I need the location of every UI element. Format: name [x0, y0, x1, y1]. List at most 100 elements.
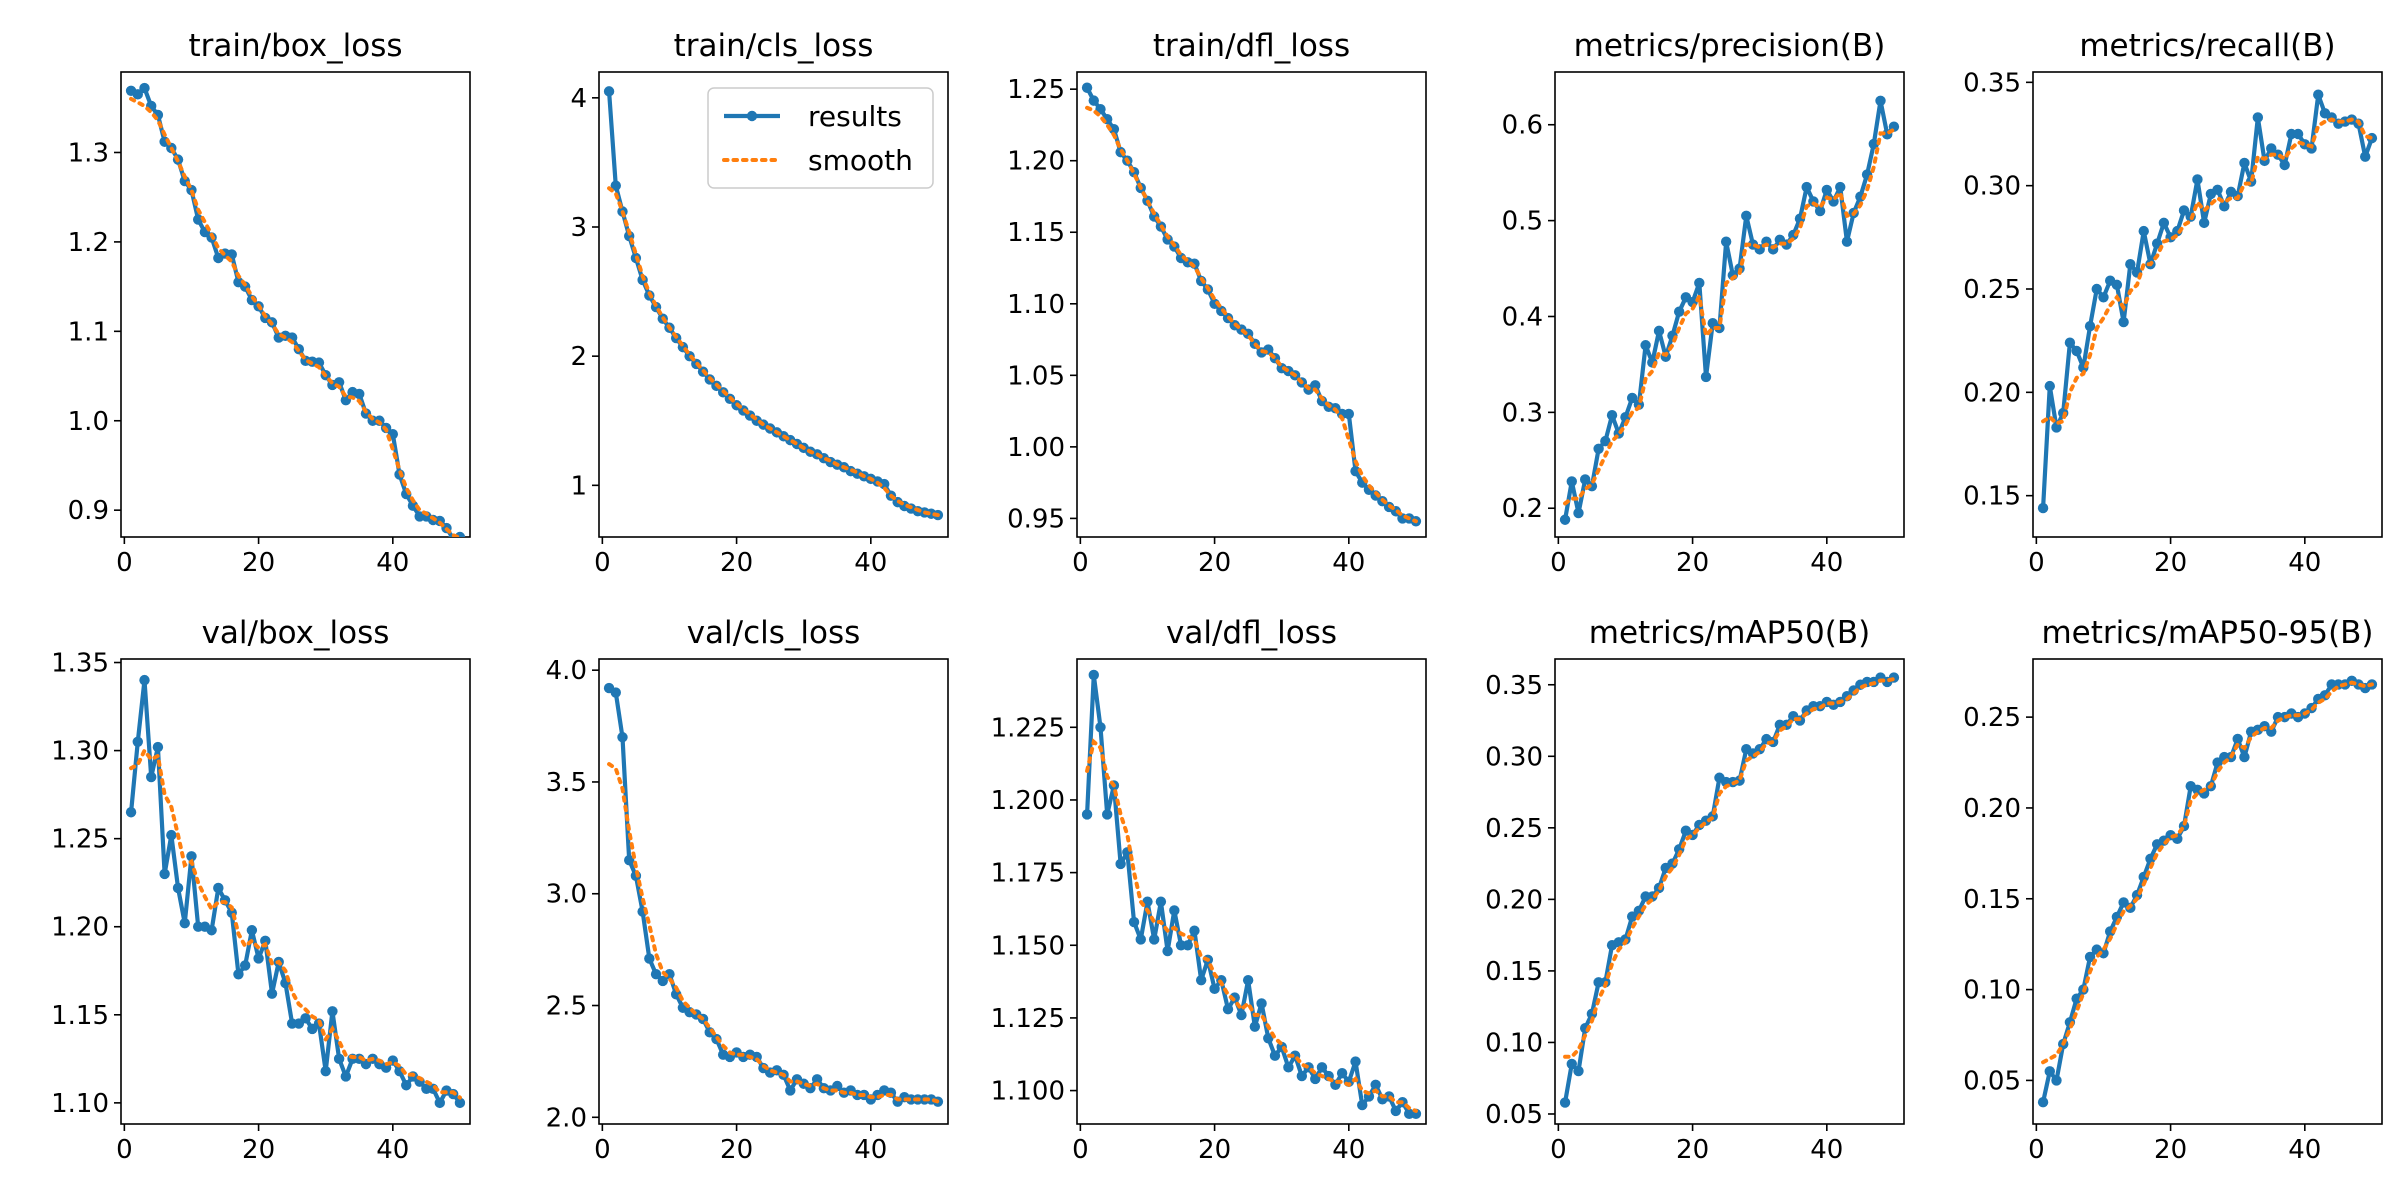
y-tick-label: 3.0: [546, 880, 587, 910]
results-point: [1236, 1009, 1247, 1021]
results-point: [2198, 217, 2210, 229]
y-tick-label: 0.30: [1485, 742, 1543, 772]
results-point: [2145, 853, 2156, 865]
results-point: [1108, 124, 1120, 135]
smooth-line: [1563, 127, 1896, 506]
results-point: [1310, 1073, 1321, 1085]
results-point: [2192, 174, 2203, 185]
y-tick-label: 0.25: [1963, 703, 2021, 733]
results-point: [2037, 1097, 2049, 1108]
results-point: [603, 86, 615, 97]
subplot-metrics-map50-95-b: metrics/mAP50-95(B) 0 20 40 0.05 0.10 0.15 0.20…: [1963, 615, 2383, 1165]
results-point: [1370, 1079, 1381, 1090]
x-tick-label: 40: [2288, 548, 2321, 578]
smooth-line: [2041, 680, 2374, 1065]
results-point: [139, 674, 150, 686]
y-tick-label: 1.2: [68, 228, 109, 258]
results-point: [1095, 722, 1106, 733]
axes-frame: [1554, 658, 1905, 1125]
x-tick-label: 0: [1550, 548, 1567, 578]
y-tick-label: 0.3: [1502, 398, 1543, 428]
results-point: [146, 771, 157, 783]
y-tick-label: 1.1: [68, 317, 109, 347]
y-tick-label: 0.10: [1963, 976, 2021, 1006]
results-point: [1357, 1099, 1368, 1111]
plot-area: [125, 82, 466, 537]
smooth-line: [129, 96, 462, 537]
results-point: [1088, 95, 1099, 106]
plot-area: [603, 86, 944, 521]
axes-frame: [120, 71, 471, 538]
x-tick-label: 20: [720, 548, 753, 578]
results-point: [1310, 380, 1321, 391]
axes-frame: [1076, 658, 1427, 1125]
y-tick-label: 0.25: [1485, 814, 1543, 844]
x-tick-label: 40: [854, 1135, 887, 1165]
x-tick-label: 20: [1676, 1135, 1709, 1165]
results-point: [1559, 1097, 1571, 1108]
results-point: [1263, 1033, 1274, 1044]
results-point: [1593, 443, 1604, 454]
results-point: [1336, 1067, 1348, 1079]
results-point: [1195, 974, 1207, 986]
subplot-val-cls-loss: val/cls_loss 0 20 40 2.0 2.5 3.0 3.5 4.0: [546, 615, 949, 1165]
axes-frame: [2032, 658, 2383, 1125]
y-tick-label: 0.20: [1963, 794, 2021, 824]
results-point: [2064, 337, 2076, 348]
x-tick-label: 0: [594, 548, 611, 578]
y-tick-label: 0.15: [1485, 957, 1543, 987]
y-tick-label: 0.5: [1502, 207, 1543, 237]
results-point: [2098, 292, 2109, 303]
smooth-line: [607, 186, 940, 518]
axes-frame: [598, 658, 949, 1125]
plot-area: [603, 682, 944, 1107]
results-point: [1720, 236, 1732, 247]
legend: results smooth: [707, 87, 934, 189]
results-point: [1606, 410, 1618, 421]
y-tick-label: 1.15: [51, 1001, 109, 1031]
x-tick-label: 20: [1198, 1135, 1231, 1165]
x-tick-label: 20: [2154, 548, 2187, 578]
y-tick-label: 0.2: [1502, 494, 1543, 524]
results-point: [2084, 951, 2096, 963]
subplot-train-cls-loss: train/cls_loss 0 20 40 1 2 3 4 results smooth: [570, 28, 949, 578]
x-tick-label: 0: [2028, 548, 2045, 578]
subplot-title: metrics/precision(B): [1574, 28, 1886, 64]
results-point: [2098, 948, 2109, 959]
results-point: [213, 882, 224, 894]
subplot-title: val/box_loss: [202, 615, 390, 651]
smooth-line: [1085, 738, 1418, 1113]
results-point: [2138, 225, 2149, 237]
results-point: [2360, 151, 2371, 162]
results-point: [172, 882, 184, 894]
results-point: [1249, 1021, 1261, 1032]
legend-results-marker: [746, 110, 758, 122]
results-point: [2091, 283, 2102, 295]
y-tick-label: 1.10: [1007, 290, 1065, 320]
results-point: [1835, 181, 1846, 193]
results-point: [239, 960, 251, 971]
x-tick-label: 40: [854, 548, 887, 578]
legend-box: [707, 87, 934, 189]
results-point: [1841, 236, 1853, 247]
y-tick-label: 3.5: [546, 768, 587, 798]
y-tick-label: 1.20: [51, 913, 109, 943]
results-point: [266, 988, 278, 999]
results-point: [1586, 480, 1598, 492]
results-point: [624, 855, 635, 866]
results-point: [879, 478, 890, 490]
subplot-val-box-loss: val/box_loss 0 20 40 1.10 1.15 1.20 1.25 1.30 1.3…: [51, 615, 471, 1165]
subplot-train-box-loss: train/box_loss 0 20 40 0.9 1.0 1.1 1.2 1.3: [68, 28, 471, 578]
results-point: [1350, 465, 1361, 477]
results-point: [1283, 1062, 1294, 1073]
results-point: [2071, 993, 2082, 1004]
results-point: [2239, 157, 2250, 169]
axes-frame: [598, 71, 949, 538]
axes-frame: [1554, 71, 1905, 538]
results-point: [333, 1053, 345, 1065]
results-point: [2212, 184, 2223, 195]
results-point: [2313, 89, 2324, 100]
y-tick-label: 1.200: [991, 786, 1065, 816]
axes-frame: [2032, 71, 2383, 538]
